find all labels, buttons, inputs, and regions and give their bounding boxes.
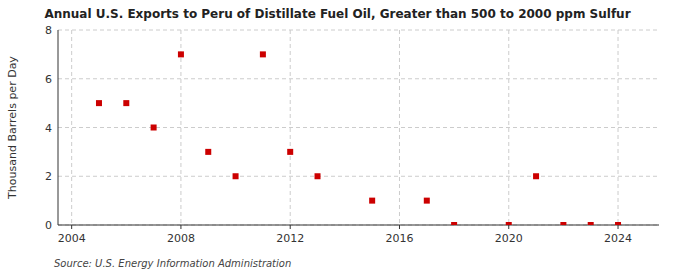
x-tick-label: 2024 (604, 232, 632, 245)
point (287, 149, 293, 155)
x-grid-line (71, 30, 72, 225)
point (424, 198, 430, 204)
x-tick-label: 2012 (276, 232, 304, 245)
point (560, 222, 566, 225)
point (369, 198, 375, 204)
y-tick-label: 6 (45, 73, 52, 86)
point (151, 125, 157, 131)
x-grid-line (618, 30, 619, 225)
source-note: Source: U.S. Energy Information Administ… (54, 258, 291, 269)
grid (58, 30, 659, 225)
x-tick-label: 2016 (385, 232, 413, 245)
point (123, 100, 129, 106)
x-grid-line (508, 30, 509, 225)
y-grid-line (58, 127, 659, 128)
title: Annual U.S. Exports to Peru of Distillat… (44, 7, 630, 21)
x-grid-line (180, 30, 181, 225)
point (178, 51, 184, 57)
point (233, 173, 239, 179)
y-axis-line (58, 30, 59, 225)
x-tick-label: 2004 (58, 232, 86, 245)
x-tick-label: 2008 (167, 232, 195, 245)
x-axis-line (58, 225, 659, 226)
y-axis-label: Thousand Barrels per Day (6, 56, 19, 200)
x-grid-line (399, 30, 400, 225)
x-tick (71, 225, 72, 229)
x-tick (618, 225, 619, 229)
y-tick-label: 4 (45, 122, 52, 135)
point (315, 173, 321, 179)
x-tick (290, 225, 291, 229)
y-grid-line (58, 78, 659, 79)
x-tick-label: 2020 (495, 232, 523, 245)
point (533, 173, 539, 179)
chart: 0 2 4 6 8 2004 2008 2012 2016 2020 2024 Annual U.S.… (0, 0, 675, 275)
y-tick-label: 2 (45, 170, 52, 183)
y-grid-line (58, 225, 659, 226)
point (205, 149, 211, 155)
point (451, 222, 457, 225)
x-tick (399, 225, 400, 229)
y-grid-line (58, 30, 659, 31)
points (96, 51, 621, 225)
point (506, 222, 512, 225)
point (96, 100, 102, 106)
x-grid-line (290, 30, 291, 225)
point (615, 222, 621, 225)
point (260, 51, 266, 57)
y-tick-label: 8 (45, 24, 52, 37)
point (588, 222, 594, 225)
x-tick (508, 225, 509, 229)
x-tick (180, 225, 181, 229)
y-tick-label: 0 (45, 219, 52, 232)
y-grid-line (58, 176, 659, 177)
